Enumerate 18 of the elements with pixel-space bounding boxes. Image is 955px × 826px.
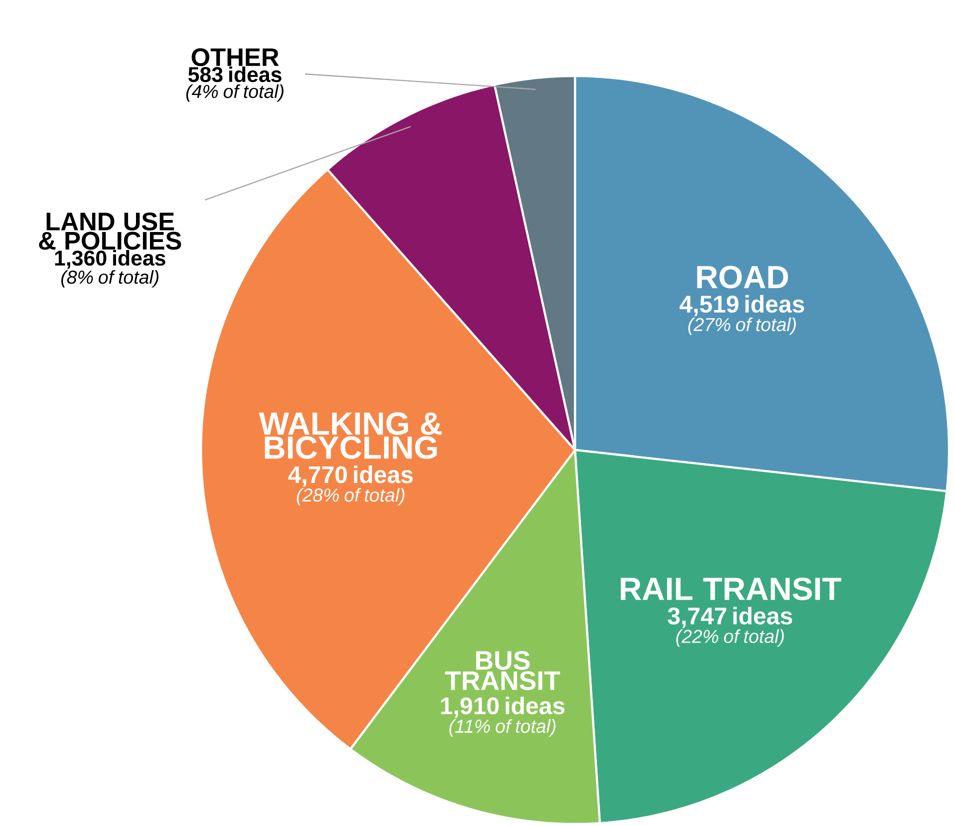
data-label: 1,910 ideas [441,696,564,718]
text: (11% of total) [449,719,556,737]
slice-label: BUS TRANSIT [445,650,560,690]
data-label: 583 ideas [188,66,282,82]
slice-label: OTHER [192,48,279,66]
data-label: 3,747 ideas [668,606,792,628]
slice-label: WALKING & BICYCLING [258,412,442,459]
text: (22% of total) [676,629,784,647]
data-label: 4,770 ideas [288,466,413,487]
slice-label: ROAD [697,266,788,288]
text: (4% of total) [186,84,284,102]
data-label: 1,360 ideas [55,250,166,269]
data-label: 4,519 ideas [680,295,804,316]
text: (27% of total) [688,318,796,335]
text: (8% of total) [61,270,158,288]
slice-label: LAND USE & POLICIES [39,212,182,250]
text: (28% of total) [296,488,404,506]
slice-label: RAIL TRANSIT [620,578,842,600]
